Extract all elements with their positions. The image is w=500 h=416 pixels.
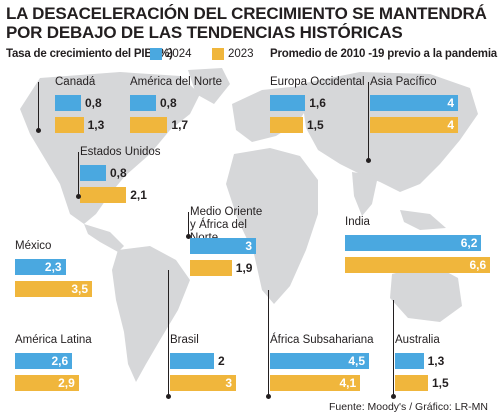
legend-item-2023: 2023	[212, 48, 254, 60]
leader-dot-africa-sub	[266, 394, 271, 399]
bar-2023	[15, 375, 79, 391]
leader-line-asia-pacifico	[368, 82, 369, 160]
region-name: India	[345, 216, 370, 228]
indonesia-shape	[400, 210, 446, 230]
bar-2023	[270, 117, 303, 133]
bar-2024	[80, 165, 106, 181]
bar-2023	[15, 281, 92, 297]
value-label-2023: 4,1	[339, 376, 357, 390]
leader-line-australia	[393, 300, 394, 396]
leader-dot-australia	[391, 394, 396, 399]
value-label-2024: 6,2	[460, 236, 478, 250]
region-name: Australia	[395, 334, 440, 346]
value-label-2024: 0,8	[110, 166, 127, 180]
bar-2023	[345, 257, 491, 273]
india-shape	[352, 172, 378, 216]
leader-line-estados-unidos	[78, 152, 79, 196]
region-name: Estados Unidos	[80, 146, 161, 158]
bar-2023	[80, 187, 127, 203]
value-label-2023: 3,5	[71, 282, 88, 296]
bar-2023	[55, 117, 84, 133]
legend-swatch-2023	[212, 48, 224, 60]
legend-label-2024: 2024	[166, 48, 192, 60]
value-label-2023: 6,6	[469, 258, 487, 272]
leader-dot-canada	[36, 128, 41, 133]
value-label-2023: 1,9	[235, 261, 253, 275]
bar-2024	[190, 238, 256, 254]
chart-subtitle: Tasa de crecimiento del PIB (%)	[6, 48, 173, 60]
average-period-label: Promedio de 2010 -19 previo a la pandemi…	[270, 48, 498, 60]
bar-2023	[170, 375, 236, 391]
leader-line-canada	[38, 82, 39, 130]
legend-item-2024: 2024	[150, 48, 192, 60]
bar-2024	[270, 95, 306, 111]
bar-2024	[395, 353, 424, 369]
region-name: México	[15, 240, 52, 252]
value-label-2023: 2,9	[58, 376, 75, 390]
bar-2024	[15, 259, 66, 275]
region-name: Europa Occidental	[270, 76, 365, 88]
value-label-2023: 1,5	[307, 118, 324, 132]
chart-title: LA DESACELERACIÓN DEL CRECIMIENTO SE MAN…	[6, 4, 487, 42]
value-label-2024: 2,6	[51, 354, 69, 368]
value-label-2023: 3	[225, 376, 232, 390]
value-label-2023: 4	[447, 118, 454, 132]
central-america-shape	[84, 224, 124, 252]
value-label-2024: 4	[447, 96, 454, 110]
region-name: América del Norte	[130, 76, 223, 88]
bar-2024	[130, 95, 156, 111]
leader-line-africa-sub	[268, 290, 269, 396]
bar-2024	[345, 235, 482, 251]
bar-2024	[170, 353, 214, 369]
value-label-2024: 4,5	[348, 354, 365, 368]
leader-line-medio-oriente	[188, 212, 189, 236]
region-name: África Subsahariana	[270, 334, 374, 346]
leader-dot-asia-pacifico	[366, 158, 371, 163]
bar-2024	[55, 95, 81, 111]
source-credit: Fuente: Moody's / Gráfico: LR-MN	[329, 401, 488, 413]
value-label-2024: 3	[245, 239, 252, 253]
bar-2023	[270, 375, 361, 391]
australia-shape	[390, 264, 462, 322]
bar-2023	[395, 375, 428, 391]
leader-line-brasil	[168, 270, 169, 396]
region-name: Canadá	[55, 76, 96, 88]
africa-shape	[226, 148, 318, 304]
bar-2024	[270, 353, 369, 369]
value-label-2023: 1,7	[171, 118, 189, 132]
bar-2024	[370, 95, 458, 111]
value-label-2024: 0,8	[160, 96, 177, 110]
south-america-shape	[112, 246, 190, 382]
value-label-2023: 2,1	[130, 188, 147, 202]
value-label-2024: 1,3	[427, 354, 445, 368]
legend-swatch-2024	[150, 48, 162, 60]
leader-dot-estados-unidos	[76, 194, 81, 199]
value-label-2024: 2,3	[44, 260, 62, 274]
bar-2023	[370, 117, 458, 133]
greenland-shape	[188, 68, 230, 104]
region-name: Brasil	[170, 334, 199, 346]
value-label-2024: 1,6	[309, 96, 326, 110]
value-label-2024: 0,8	[85, 96, 102, 110]
value-label-2023: 1,5	[432, 376, 449, 390]
legend-label-2023: 2023	[228, 48, 254, 60]
region-name: Asia Pacífico	[370, 76, 437, 88]
value-label-2024: 2	[218, 354, 225, 368]
region-name: América Latina	[15, 334, 92, 346]
leader-dot-medio-oriente	[186, 234, 191, 239]
bar-2024	[15, 353, 73, 369]
bar-2023	[130, 117, 168, 133]
bar-2023	[190, 260, 232, 276]
value-label-2023: 1,3	[87, 118, 105, 132]
leader-dot-brasil	[166, 394, 171, 399]
